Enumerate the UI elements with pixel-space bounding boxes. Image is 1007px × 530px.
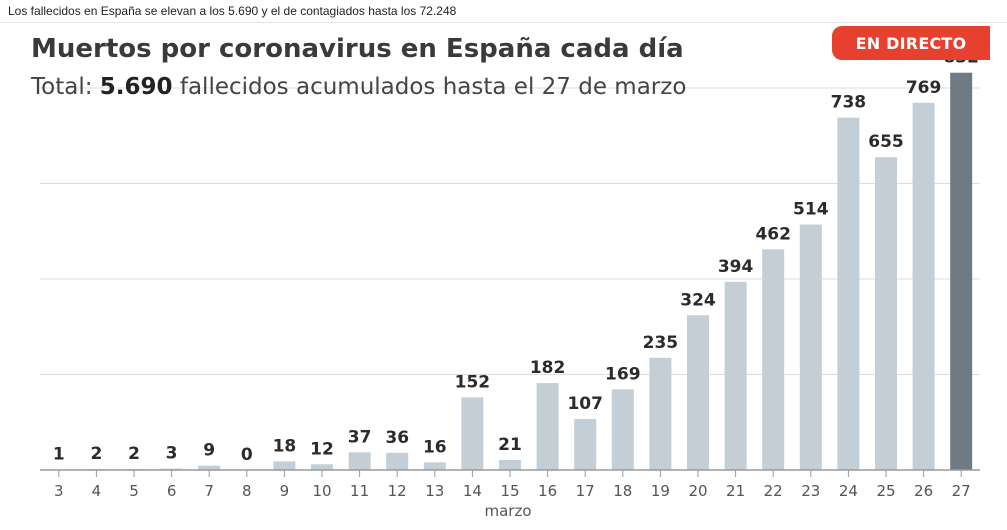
bar-value-label: 2 bbox=[90, 444, 102, 464]
bar bbox=[875, 157, 897, 471]
bar bbox=[912, 102, 935, 471]
x-tick-label: 15 bbox=[500, 482, 519, 500]
bar-value-label: 182 bbox=[530, 358, 566, 378]
bar-value-label: 324 bbox=[680, 290, 716, 310]
bar-value-label: 37 bbox=[348, 427, 372, 447]
bar-value-label: 394 bbox=[718, 257, 754, 277]
x-tick-label: 11 bbox=[350, 482, 369, 500]
bar-value-label: 169 bbox=[605, 364, 641, 384]
x-tick-label: 20 bbox=[688, 482, 707, 500]
x-tick-label: 8 bbox=[242, 482, 252, 500]
bar bbox=[311, 464, 333, 470]
bar bbox=[386, 452, 409, 470]
caption-bar: Los fallecidos en España se elevan a los… bbox=[0, 0, 1007, 23]
bar-value-label: 18 bbox=[273, 436, 297, 456]
bar bbox=[574, 418, 597, 470]
chart-title: Muertos por coronavirus en España cada d… bbox=[31, 34, 684, 64]
x-tick-label: 19 bbox=[651, 482, 670, 500]
bar-value-label: 21 bbox=[498, 435, 522, 455]
bar-value-label: 235 bbox=[643, 333, 679, 353]
x-tick-label: 21 bbox=[726, 482, 745, 500]
bar-value-label: 769 bbox=[906, 78, 942, 98]
bar-value-label: 0 bbox=[241, 445, 253, 465]
x-tick-label: 7 bbox=[204, 482, 214, 500]
x-tick-label: 27 bbox=[952, 482, 971, 500]
bar bbox=[536, 383, 559, 470]
bar bbox=[649, 357, 672, 470]
x-tick-label: 12 bbox=[388, 482, 407, 500]
bar bbox=[687, 315, 709, 470]
x-tick-label: 9 bbox=[280, 482, 290, 500]
chart-subtitle: Total: 5.690 fallecidos acumulados hasta… bbox=[31, 74, 686, 100]
bar bbox=[950, 72, 973, 470]
x-tick-label: 22 bbox=[764, 482, 783, 500]
bar bbox=[499, 459, 521, 470]
bar-value-label: 12 bbox=[310, 439, 334, 459]
x-tick-label: 10 bbox=[312, 482, 331, 500]
bar-chart: 1324253697081891210371136121613152142115… bbox=[40, 48, 980, 520]
x-tick-label: 26 bbox=[914, 482, 933, 500]
bar bbox=[461, 397, 484, 470]
chart-figure: 1 3 2 4 2 5 3 6 9 7 0 8 18 9 12 10 37 11 36 12 16 13 152 14 21 15… bbox=[22, 26, 1007, 530]
bar-value-label: 655 bbox=[868, 132, 904, 152]
bar-value-label: 9 bbox=[203, 441, 215, 461]
x-tick-label: 13 bbox=[425, 482, 444, 500]
x-axis-title: marzo bbox=[484, 502, 531, 520]
x-tick-label: 17 bbox=[576, 482, 595, 500]
x-tick-label: 14 bbox=[463, 482, 482, 500]
x-tick-label: 23 bbox=[801, 482, 820, 500]
live-badge[interactable]: EN DIRECTO bbox=[832, 26, 990, 60]
bar bbox=[198, 465, 221, 470]
x-tick-label: 24 bbox=[839, 482, 858, 500]
bar bbox=[273, 461, 296, 470]
bar-value-label: 462 bbox=[755, 224, 791, 244]
bar bbox=[348, 452, 371, 470]
subtitle-suffix: fallecidos acumulados hasta el 27 de mar… bbox=[172, 74, 687, 100]
bar-value-label: 514 bbox=[793, 200, 829, 220]
x-tick-label: 16 bbox=[538, 482, 557, 500]
x-tick-label: 3 bbox=[54, 482, 64, 500]
bar-value-label: 36 bbox=[385, 428, 409, 448]
bar-value-label: 3 bbox=[166, 444, 178, 464]
x-tick-label: 6 bbox=[167, 482, 177, 500]
bar bbox=[799, 224, 822, 470]
bar-value-label: 738 bbox=[831, 93, 867, 113]
x-tick-label: 25 bbox=[876, 482, 895, 500]
bar-value-label: 16 bbox=[423, 437, 447, 457]
x-tick-label: 18 bbox=[613, 482, 632, 500]
bar-value-label: 2 bbox=[128, 444, 140, 464]
x-tick-label: 5 bbox=[129, 482, 139, 500]
subtitle-total: 5.690 bbox=[99, 74, 173, 100]
bar bbox=[724, 281, 747, 470]
bar-value-label: 152 bbox=[455, 372, 491, 392]
bar bbox=[762, 249, 785, 470]
bar bbox=[611, 389, 634, 470]
bar-value-label: 1 bbox=[53, 445, 65, 465]
bar-value-label: 107 bbox=[567, 394, 603, 414]
subtitle-prefix: Total: bbox=[31, 74, 100, 100]
caption-text: Los fallecidos en España se elevan a los… bbox=[8, 4, 457, 18]
bar bbox=[423, 462, 446, 470]
x-tick-label: 4 bbox=[92, 482, 102, 500]
bar bbox=[837, 117, 860, 470]
